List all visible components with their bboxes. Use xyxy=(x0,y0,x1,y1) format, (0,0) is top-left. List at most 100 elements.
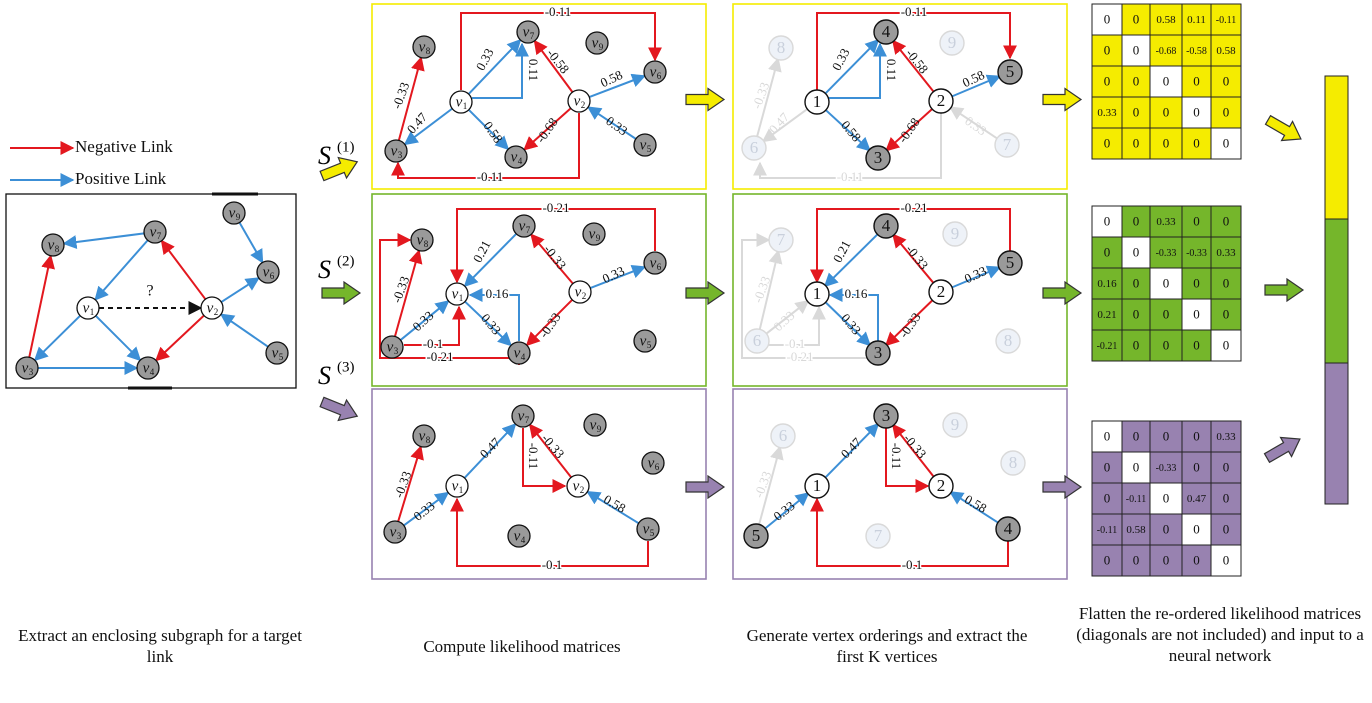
node-label: v xyxy=(48,237,55,253)
edge-arrow xyxy=(757,445,784,526)
node-subscript: 8 xyxy=(426,435,431,445)
node-circle xyxy=(445,474,469,498)
likelihood-panel-frame xyxy=(371,388,707,580)
node-subscript: 7 xyxy=(530,31,535,41)
node-order-9: 9 xyxy=(942,412,968,438)
matrix-value: -0.33 xyxy=(1186,248,1207,259)
node-subscript: 9 xyxy=(597,424,602,434)
edge-label: -0.33 xyxy=(539,431,568,461)
node-order-1: 1 xyxy=(804,89,830,115)
node-subscript: 4 xyxy=(521,535,526,545)
matrix-value: -0.33 xyxy=(1156,248,1177,259)
edge-arrow xyxy=(397,56,425,141)
matrix-value: 0 xyxy=(1104,428,1111,443)
node-label: 3 xyxy=(874,343,883,362)
arrow-matrix2-to-vector xyxy=(1264,277,1305,303)
node-order-1: 1 xyxy=(804,281,830,307)
matrix-cell xyxy=(1210,236,1242,269)
matrix-cell xyxy=(1181,236,1212,269)
matrix-value: 0 xyxy=(1133,306,1140,321)
matrix-cell xyxy=(1210,267,1242,300)
matrix-value: 0 xyxy=(1223,104,1230,119)
edge-arrow xyxy=(763,492,810,530)
edge-arrow xyxy=(758,249,783,331)
matrix-cell xyxy=(1091,482,1123,515)
node-circle xyxy=(384,139,408,163)
edge-label: 0.58 xyxy=(481,119,506,146)
node-label: 6 xyxy=(779,426,788,445)
matrix-cell xyxy=(1149,329,1183,362)
node-circle xyxy=(504,145,528,169)
edge-label: -0.33 xyxy=(391,469,414,500)
edge-label: 0.16 xyxy=(845,286,868,301)
vector-segment-yellow xyxy=(1324,75,1349,220)
edge-label: 0.33 xyxy=(962,263,989,286)
matrix-value: 0.47 xyxy=(1187,493,1207,505)
node-circle xyxy=(768,35,794,61)
edge-label: 0.16 xyxy=(486,286,509,301)
edge-label: -0.11 xyxy=(901,4,928,19)
edge-path xyxy=(404,305,466,346)
matrix-cell xyxy=(1121,267,1151,300)
node-order-6: 6 xyxy=(744,328,770,354)
node-order-1: 1 xyxy=(804,473,830,499)
arrow-s2 xyxy=(321,280,362,306)
arrow-s1 xyxy=(319,156,359,182)
node-circle xyxy=(412,424,436,448)
node-circle xyxy=(633,133,657,157)
node-circle xyxy=(873,213,899,239)
node-label: 2 xyxy=(937,91,946,110)
edge-label: 0.11 xyxy=(526,59,541,81)
node-label: 7 xyxy=(1003,135,1012,154)
node-order-4: 4 xyxy=(873,213,899,239)
node-circle xyxy=(200,296,224,320)
matrix-value: 0 xyxy=(1163,337,1170,352)
node-circle xyxy=(997,59,1023,85)
node-circle xyxy=(222,201,246,225)
subgraph-label-1: S xyxy=(318,141,331,170)
node-order-2: 2 xyxy=(928,279,954,305)
edge-arrow xyxy=(467,38,522,95)
matrix-value: 0 xyxy=(1163,428,1170,443)
matrix-cell xyxy=(1181,127,1212,160)
subgraph-label-sup: (3) xyxy=(337,359,355,375)
edge-arrow xyxy=(586,106,637,140)
edge-label: -0.58 xyxy=(544,46,573,77)
matrix-value: 0.33 xyxy=(1097,107,1117,119)
matrix-value: 0 xyxy=(1104,490,1111,505)
node-subscript: 2 xyxy=(582,291,587,301)
node-subscript: 1 xyxy=(459,485,464,495)
edge-arrow xyxy=(761,107,809,143)
node-subscript: 8 xyxy=(424,239,429,249)
node-circle xyxy=(997,250,1023,276)
node-label: v xyxy=(150,224,157,240)
matrix-value: 0 xyxy=(1193,104,1200,119)
edge-arrow xyxy=(523,107,572,151)
node-circle xyxy=(516,20,540,44)
matrix-value: 0 xyxy=(1133,428,1140,443)
node-circle xyxy=(804,281,830,307)
node-label: v xyxy=(229,205,236,221)
node-order-6: 6 xyxy=(770,423,796,449)
node-label: v xyxy=(648,455,655,471)
edge-arrow xyxy=(950,265,1002,289)
edge-arrow xyxy=(464,300,513,347)
node-subscript: 3 xyxy=(398,150,403,160)
node-circle xyxy=(507,341,531,365)
edge-label: 0.47 xyxy=(404,109,431,136)
node-circle xyxy=(633,329,657,353)
node-subscript: 5 xyxy=(279,352,284,362)
edge-arrow xyxy=(884,298,934,347)
node-order-9: 9 xyxy=(939,30,965,56)
edge-label: 0.47 xyxy=(766,109,793,136)
target-link-question: ? xyxy=(146,283,153,300)
edge-label: -0.21 xyxy=(786,349,813,364)
node-order-3: 3 xyxy=(873,403,899,429)
